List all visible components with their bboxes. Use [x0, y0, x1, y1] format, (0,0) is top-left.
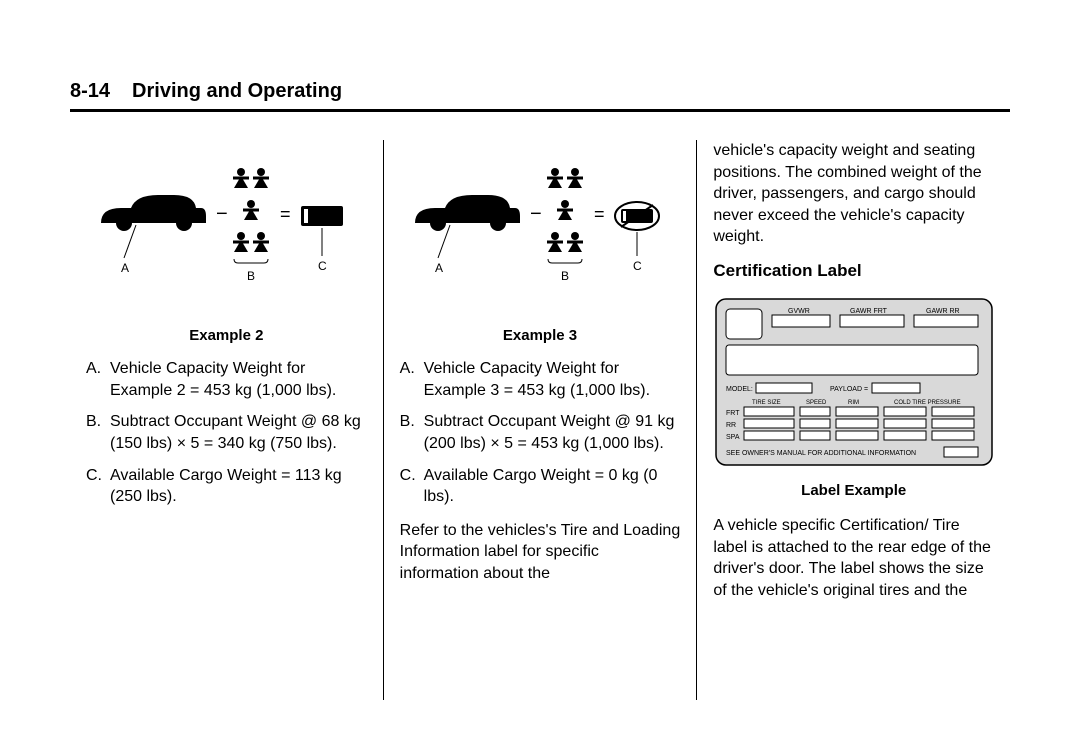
column-2: A − B	[383, 140, 697, 700]
example-2-caption: Example 2	[86, 326, 367, 346]
page-number: 8-14	[70, 80, 110, 103]
vehicle-weight-diagram-icon: A − B	[96, 150, 356, 300]
vehicle-weight-diagram-icon: A − B	[410, 150, 670, 300]
list-item: B.Subtract Occupant Weight @ 91 kg (200 …	[400, 411, 681, 454]
example-2-list: A.Vehicle Capacity Weight for Example 2 …	[86, 358, 367, 508]
label-example-caption: Label Example	[713, 481, 994, 501]
col3-lead-para: vehicle's capacity weight and seating po…	[713, 140, 994, 248]
col2-followup-para: Refer to the vehicles's Tire and Loading…	[400, 520, 681, 585]
svg-text:=: =	[280, 204, 291, 224]
cargo-crossed-icon: C	[615, 202, 659, 273]
diagram-label-c: C	[633, 259, 642, 273]
diagram-example-2: A − B	[86, 150, 367, 300]
diagram-label-a: A	[435, 261, 443, 275]
diagram-example-3: A − B	[400, 150, 681, 300]
certification-label-heading: Certification Label	[713, 260, 994, 283]
svg-text:SPEED: SPEED	[806, 400, 827, 406]
svg-text:COLD TIRE PRESSURE: COLD TIRE PRESSURE	[894, 400, 961, 406]
svg-text:PAYLOAD =: PAYLOAD =	[830, 386, 868, 393]
occupant-pair-icon	[233, 168, 269, 188]
diagram-label-c: C	[318, 259, 327, 273]
svg-text:FRT: FRT	[726, 410, 740, 417]
page-header: 8-14 Driving and Operating	[70, 80, 1010, 112]
diagram-label-a: A	[121, 261, 129, 275]
svg-text:GVWR: GVWR	[788, 308, 810, 315]
svg-text:−: −	[530, 203, 542, 225]
diagram-label-b: B	[247, 269, 255, 283]
list-item: C.Available Cargo Weight = 0 kg (0 lbs).	[400, 465, 681, 508]
svg-text:GAWR FRT: GAWR FRT	[850, 308, 888, 315]
list-item: A.Vehicle Capacity Weight for Example 2 …	[86, 358, 367, 401]
list-item: A.Vehicle Capacity Weight for Example 3 …	[400, 358, 681, 401]
list-item: B.Subtract Occupant Weight @ 68 kg (150 …	[86, 411, 367, 454]
column-1: A − B	[70, 140, 383, 700]
diagram-label-b: B	[561, 269, 569, 283]
cargo-icon: C	[301, 206, 343, 273]
certification-label-icon: GVWR GAWR FRT GAWR RR MODEL: PAYLOAD = T…	[714, 297, 994, 467]
svg-text:SPA: SPA	[726, 434, 740, 441]
column-3: vehicle's capacity weight and seating po…	[696, 140, 1010, 700]
certification-label-figure: GVWR GAWR FRT GAWR RR MODEL: PAYLOAD = T…	[713, 297, 994, 467]
svg-text:RIM: RIM	[848, 400, 859, 406]
page: 8-14 Driving and Operating A −	[0, 0, 1080, 756]
svg-text:MODEL:: MODEL:	[726, 386, 753, 393]
svg-text:TIRE SIZE: TIRE SIZE	[752, 400, 781, 406]
columns: A − B	[70, 140, 1010, 700]
svg-text:GAWR RR: GAWR RR	[926, 308, 960, 315]
svg-text:SEE OWNER'S MANUAL FOR ADDITIO: SEE OWNER'S MANUAL FOR ADDITIONAL INFORM…	[726, 450, 916, 457]
list-item: C.Available Cargo Weight = 113 kg (250 l…	[86, 465, 367, 508]
example-3-list: A.Vehicle Capacity Weight for Example 3 …	[400, 358, 681, 508]
col3-trail-para: A vehicle specific Certification/ Tire l…	[713, 515, 994, 601]
example-3-caption: Example 3	[400, 326, 681, 346]
svg-text:=: =	[594, 204, 605, 224]
section-title: Driving and Operating	[132, 80, 342, 103]
svg-text:RR: RR	[726, 422, 736, 429]
svg-text:−: −	[216, 203, 228, 225]
